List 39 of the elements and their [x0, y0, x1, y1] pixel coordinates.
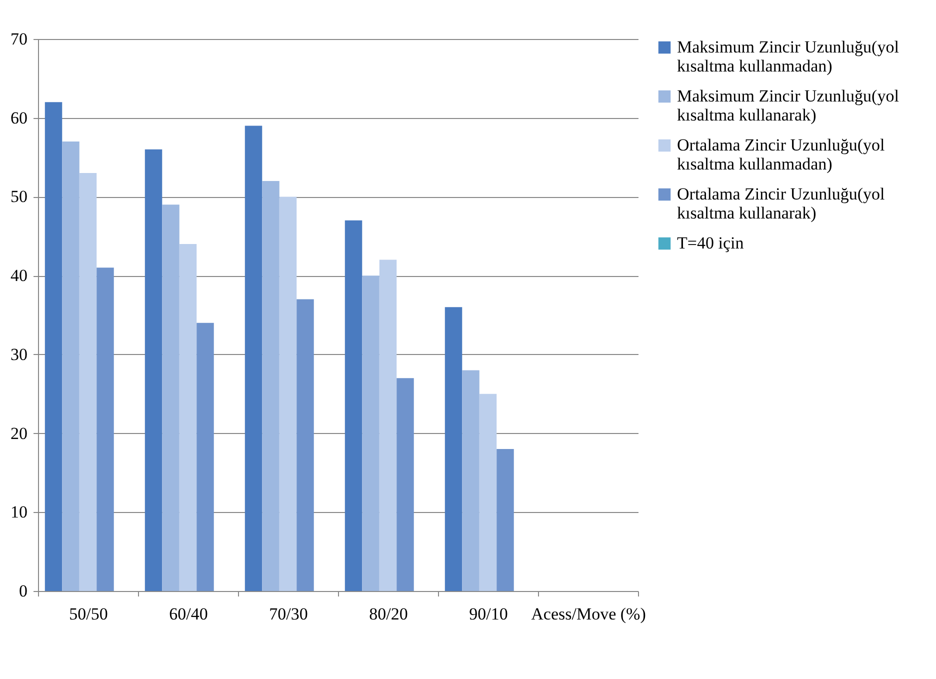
bar — [79, 173, 97, 591]
bar — [96, 268, 114, 591]
y-tick-label: 20 — [10, 424, 28, 443]
x-tick-label: 60/40 — [169, 604, 208, 624]
x-tick-label: Acess/Move (%) — [531, 604, 646, 624]
y-tick-label: 30 — [10, 344, 28, 364]
x-tick-label: 50/50 — [69, 604, 108, 624]
bar — [262, 180, 280, 591]
bar — [179, 244, 197, 591]
legend-label: Ortalama Zincir Uzunluğu(yol kısaltma kullanmadan) — [677, 136, 885, 174]
bar — [462, 370, 480, 591]
x-tick-label: 70/30 — [269, 604, 308, 624]
bar — [196, 322, 214, 591]
bar — [379, 260, 397, 591]
bar — [479, 394, 497, 591]
bar — [344, 220, 362, 591]
bar — [162, 204, 180, 591]
x-tick-label: 90/10 — [469, 604, 508, 624]
y-tick-label: 70 — [10, 30, 28, 48]
y-tick-label: 60 — [10, 108, 28, 128]
y-tick-label: 50 — [10, 187, 28, 206]
bar — [496, 449, 514, 591]
legend-label: Ortalama Zincir Uzunluğu(yol kısaltma kullanarak) — [677, 184, 885, 222]
bar — [296, 299, 314, 591]
legend-label: T=40 için — [677, 234, 744, 252]
bar — [144, 149, 162, 591]
x-tick-label: 80/20 — [369, 604, 408, 624]
bar — [396, 378, 414, 591]
bar — [362, 276, 380, 591]
y-tick-label: 40 — [10, 266, 28, 286]
y-tick-label: 10 — [10, 502, 28, 522]
bar — [279, 196, 297, 591]
bar — [44, 102, 62, 591]
y-tick-label: 0 — [19, 582, 28, 600]
legend-label: Maksimum Zincir Uzunluğu(yol kısaltma kullanmadan) — [677, 38, 900, 76]
bar — [444, 307, 462, 591]
legend-label: Maksimum Zincir Uzunluğu(yol kısaltma kullanarak) — [677, 86, 900, 124]
bar — [62, 142, 80, 591]
bar — [244, 126, 262, 591]
